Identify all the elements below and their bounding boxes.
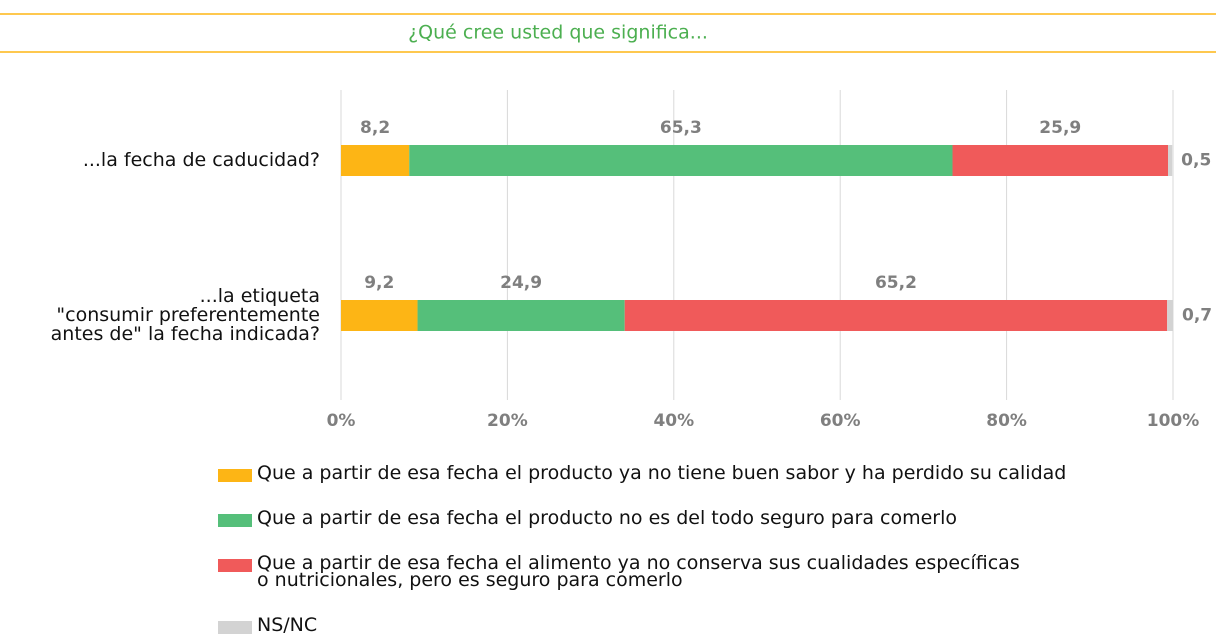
legend-label: Que a partir de esa fecha el alimento ya… [257, 552, 1020, 591]
bar-segment [1168, 145, 1173, 176]
legend-swatch [218, 514, 252, 527]
category-label: ...la etiqueta "consumir preferentemente… [50, 285, 320, 345]
value-label: 65,2 [875, 273, 917, 293]
bar-segment [624, 300, 1168, 331]
legend-label: NS/NC [257, 614, 318, 636]
legend-label: Que a partir de esa fecha el producto no… [257, 507, 957, 529]
value-label: 8,2 [360, 118, 390, 138]
bar-segment [952, 145, 1169, 176]
x-tick-label: 60% [820, 411, 861, 431]
bar-segment [341, 300, 418, 331]
value-label: 0,5 [1181, 151, 1211, 171]
bar-segment [341, 145, 410, 176]
x-tick-label: 80% [986, 411, 1027, 431]
x-tick-label: 40% [653, 411, 694, 431]
value-label: 0,7 [1182, 306, 1212, 326]
value-label: 25,9 [1039, 118, 1081, 138]
value-label: 24,9 [500, 273, 542, 293]
bar-segment [1167, 300, 1173, 331]
bar-segment [409, 145, 953, 176]
x-tick-label: 100% [1147, 411, 1200, 431]
x-tick-label: 0% [327, 411, 356, 431]
legend-swatch [218, 559, 252, 572]
x-tick-label: 20% [487, 411, 528, 431]
chart-title: ¿Qué cree usted que significa... [408, 22, 708, 44]
legend-swatch [218, 469, 252, 482]
value-label: 9,2 [364, 273, 394, 293]
category-label: ...la fecha de caducidad? [82, 149, 320, 171]
value-label: 65,3 [660, 118, 702, 138]
legend-label: Que a partir de esa fecha el producto ya… [257, 462, 1067, 484]
legend-swatch [218, 621, 252, 634]
bar-segment [417, 300, 625, 331]
